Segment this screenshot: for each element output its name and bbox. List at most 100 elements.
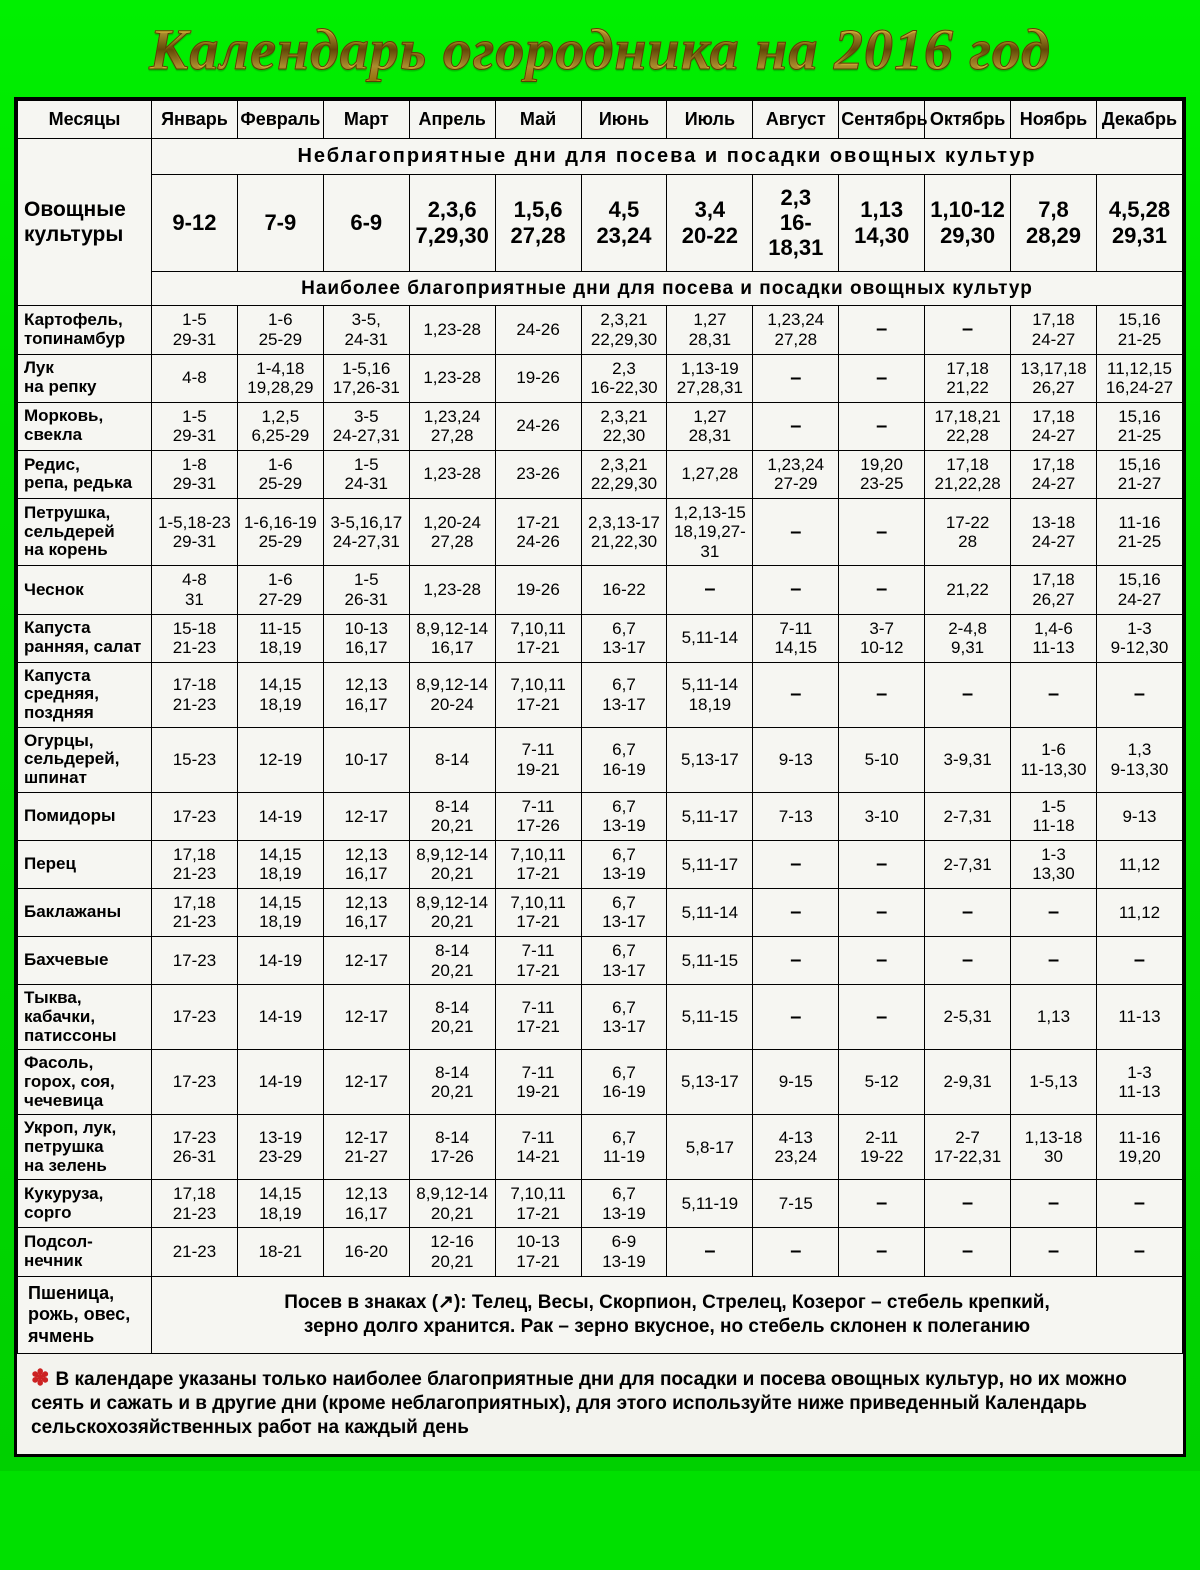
table-cell: 2,3,13-1721,22,30 (581, 498, 667, 566)
table-cell: 8,9,12-1416,17 (409, 614, 495, 662)
table-cell: – (753, 888, 839, 936)
table-cell: 5-12 (839, 1050, 925, 1115)
table-cell: 7-15 (753, 1180, 839, 1228)
wheat-note-row: Пшеница,рожь, овес,ячменьПосев в знаках … (18, 1276, 1183, 1354)
table-cell: 17,1821-23 (151, 1180, 237, 1228)
table-head: Месяцы Январь Февраль Март Апрель Май Ию… (18, 101, 1183, 139)
table-cell: 14-19 (237, 1050, 323, 1115)
table-cell: 14,1518,19 (237, 1180, 323, 1228)
table-row: Кукуруза,сорго17,1821-2314,1518,1912,131… (18, 1180, 1183, 1228)
row-label: Овощные культуры (18, 138, 152, 306)
table-cell: – (753, 840, 839, 888)
table-cell: – (839, 985, 925, 1050)
table-cell: 12-17 (323, 937, 409, 985)
table-cell: 7,10,1117-21 (495, 888, 581, 936)
table-cell: 6,713-17 (581, 662, 667, 727)
table-cell: – (839, 354, 925, 402)
table-cell: 8-1420,21 (409, 937, 495, 985)
row-label: Лукна репку (18, 354, 152, 402)
table-cell: 1,10-1229,30 (925, 174, 1011, 271)
table-cell: 1-524-31 (323, 450, 409, 498)
table-cell: 11,12,1516,24-27 (1096, 354, 1182, 402)
table-row: Огурцы,сельдерей,шпинат15-2312-1910-178-… (18, 727, 1183, 792)
table-cell: 8-14 (409, 727, 495, 792)
band-good: Наиболее благоприятные дни для посева и … (151, 271, 1182, 306)
table-cell: 12,1316,17 (323, 840, 409, 888)
table-cell: 16-20 (323, 1228, 409, 1276)
row-label: Кукуруза,сорго (18, 1180, 152, 1228)
table-cell: 15,1621-25 (1096, 306, 1182, 354)
table-row: Картофель,топинамбур1-529-311-625-293-5,… (18, 306, 1183, 354)
table-cell: 17,1824-27 (1011, 402, 1097, 450)
calendar-table: Месяцы Январь Февраль Март Апрель Май Ию… (17, 100, 1183, 1354)
table-cell: 21,22 (925, 566, 1011, 614)
table-cell: 6,716-19 (581, 727, 667, 792)
table-row: Чеснок4-8311-627-291-526-311,23-2819-261… (18, 566, 1183, 614)
table-cell: – (839, 402, 925, 450)
table-cell: 17,1824-27 (1011, 450, 1097, 498)
table-cell: 6,713-19 (581, 840, 667, 888)
table-cell: 1,20-2427,28 (409, 498, 495, 566)
table-cell: 7-9 (237, 174, 323, 271)
table-row: Капустаранняя, салат15-1821-2311-1518,19… (18, 614, 1183, 662)
table-cell: 3-524-27,31 (323, 402, 409, 450)
table-cell: 17,1826,27 (1011, 566, 1097, 614)
table-cell: 11-1619,20 (1096, 1115, 1182, 1180)
table-cell: 12-17 (323, 1050, 409, 1115)
table-cell: – (753, 1228, 839, 1276)
row-label: Пшеница,рожь, овес,ячмень (18, 1276, 152, 1354)
table-cell: 1,27,28 (667, 450, 753, 498)
table-cell: 6,716-19 (581, 1050, 667, 1115)
table-cell: 1-313,30 (1011, 840, 1097, 888)
table-cell: 17-23 (151, 985, 237, 1050)
table-cell: 3,420-22 (667, 174, 753, 271)
table-row: Перец17,1821-2314,1518,1912,1316,178,9,1… (18, 840, 1183, 888)
month-col: Ноябрь (1011, 101, 1097, 139)
row-label: Бахчевые (18, 937, 152, 985)
table-cell: 1-5,1617,26-31 (323, 354, 409, 402)
table-cell: 19,2023-25 (839, 450, 925, 498)
table-cell: 17-23 (151, 792, 237, 840)
table-cell: 7,10,1117-21 (495, 1180, 581, 1228)
table-cell: 13-1923-29 (237, 1115, 323, 1180)
table-row: Петрушка,сельдерейна корень1-5,18-2329-3… (18, 498, 1183, 566)
table-cell: 5,11-15 (667, 937, 753, 985)
band-row: Овощные культурыНеблагоприятные дни для … (18, 138, 1183, 174)
table-cell: 1,13-1927,28,31 (667, 354, 753, 402)
table-cell: 3-10 (839, 792, 925, 840)
table-cell: 6,713-17 (581, 985, 667, 1050)
table-cell: 17,18,2122,28 (925, 402, 1011, 450)
table-body: Овощные культурыНеблагоприятные дни для … (18, 138, 1183, 1354)
table-cell: – (1096, 937, 1182, 985)
row-label: Подсол-нечник (18, 1228, 152, 1276)
table-cell: 1,23-28 (409, 306, 495, 354)
star-icon: ✽ (31, 1365, 56, 1390)
table-cell: 4,5,2829,31 (1096, 174, 1182, 271)
table-cell: 19-26 (495, 566, 581, 614)
outer-frame: Календарь огородника на 2016 год Месяцы … (0, 0, 1200, 1471)
table-cell: 1,2728,31 (667, 402, 753, 450)
table-cell: 3-9,31 (925, 727, 1011, 792)
table-cell: 17-2124-26 (495, 498, 581, 566)
table-cell: – (839, 662, 925, 727)
table-cell: 12,1316,17 (323, 662, 409, 727)
table-cell: 6,713-17 (581, 937, 667, 985)
table-cell: 12,1316,17 (323, 1180, 409, 1228)
row-label: Капустаранняя, салат (18, 614, 152, 662)
table-cell: 1-39-12,30 (1096, 614, 1182, 662)
table-cell: 14-19 (237, 937, 323, 985)
table-cell: – (839, 566, 925, 614)
table-cell: 1,13 (1011, 985, 1097, 1050)
table-cell: 1,1314,30 (839, 174, 925, 271)
table-cell: 2-5,31 (925, 985, 1011, 1050)
table-cell: 1,2,56,25-29 (237, 402, 323, 450)
row-label: Помидоры (18, 792, 152, 840)
table-cell: 1,23-28 (409, 566, 495, 614)
table-cell: 1-829-31 (151, 450, 237, 498)
table-row: Подсол-нечник21-2318-2116-2012-1620,2110… (18, 1228, 1183, 1276)
table-cell: 8-1420,21 (409, 792, 495, 840)
table-cell: – (753, 566, 839, 614)
table-row: Морковь,свекла1-529-311,2,56,25-293-524-… (18, 402, 1183, 450)
table-cell: 1,39-13,30 (1096, 727, 1182, 792)
table-cell: – (753, 354, 839, 402)
